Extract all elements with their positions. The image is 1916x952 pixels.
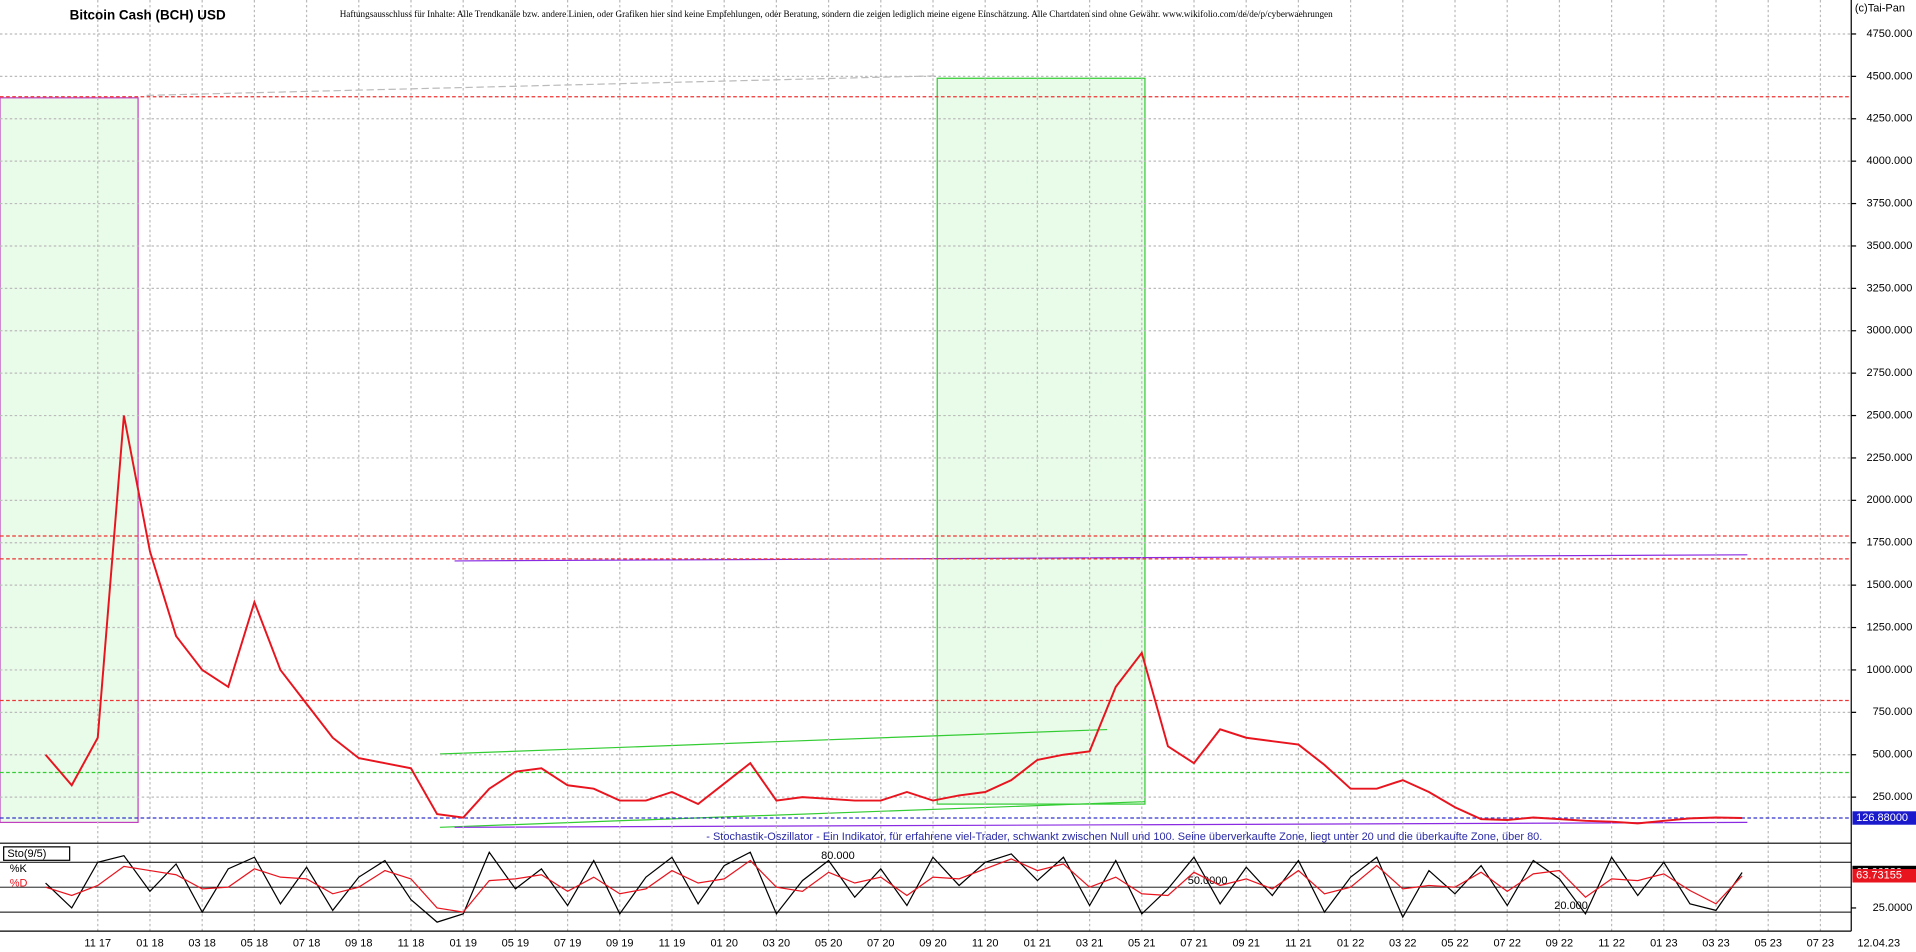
x-tick-label: 09 20 xyxy=(919,937,947,949)
copyright: (c)Tai-Pan xyxy=(1855,3,1905,15)
x-tick-label: 01 19 xyxy=(449,937,477,949)
y-tick-label: 3500.000 xyxy=(1867,240,1913,252)
x-tick-label: 07 19 xyxy=(554,937,582,949)
trend-line xyxy=(439,801,1145,828)
x-tick-label: 03 23 xyxy=(1702,937,1730,949)
x-tick-label: 01 22 xyxy=(1337,937,1365,949)
x-tick-label: 05 18 xyxy=(241,937,268,949)
y-tick-label: 4750.000 xyxy=(1867,28,1913,40)
y-tick-label: 500.000 xyxy=(1873,749,1913,761)
x-tick-label: 03 20 xyxy=(763,937,791,949)
x-tick-label: 03 22 xyxy=(1389,937,1417,949)
legend-label: %K xyxy=(10,863,28,875)
indicator-box xyxy=(3,846,71,861)
annotations xyxy=(0,0,1852,932)
indicator-title: Sto(9/5) xyxy=(7,848,46,860)
x-tick-label: 03 18 xyxy=(188,937,216,949)
level-label: 80.000 xyxy=(821,850,855,862)
y-tick-label: 1000.000 xyxy=(1867,664,1913,676)
trend-line xyxy=(454,554,1748,562)
value-box xyxy=(1852,869,1916,883)
x-tick-label: 11 18 xyxy=(398,937,425,949)
oscillator-description: - Stochastik-Oszillator - Ein Indikator,… xyxy=(706,831,1542,843)
x-tick-label: 01 21 xyxy=(1024,937,1052,949)
x-tick-label: 11 20 xyxy=(972,937,999,949)
trend-line xyxy=(454,821,1748,828)
x-tick-label: 11 22 xyxy=(1598,937,1625,949)
y-tick-label: 4250.000 xyxy=(1867,113,1913,125)
x-tick-label: 07 21 xyxy=(1180,937,1208,949)
y-tick-label: 1750.000 xyxy=(1867,537,1913,549)
y-tick-label: 1250.000 xyxy=(1867,621,1913,633)
x-tick-label: 09 22 xyxy=(1546,937,1574,949)
y-tick-label: 2000.000 xyxy=(1867,494,1913,506)
x-tick-label: 01 18 xyxy=(136,937,164,949)
x-tick-label: 07 18 xyxy=(293,937,321,949)
series-line xyxy=(44,415,1743,825)
x-tick-label: 01 23 xyxy=(1650,937,1678,949)
x-tick-label: 05 22 xyxy=(1441,937,1469,949)
last-date: 12.04.23 xyxy=(1857,937,1900,949)
value-label: 126.88000 xyxy=(1856,812,1908,824)
y-tick-label: 3250.000 xyxy=(1867,282,1913,294)
y-tick-label: 4000.000 xyxy=(1867,155,1913,167)
x-tick-label: 11 19 xyxy=(659,937,686,949)
value-box xyxy=(1852,811,1916,825)
x-tick-label: 05 20 xyxy=(815,937,843,949)
value-label: 63.73155 xyxy=(1856,870,1902,882)
x-tick-label: 07 20 xyxy=(867,937,895,949)
x-tick-label: 11 17 xyxy=(84,937,111,949)
y-tick-label: 1500.000 xyxy=(1867,579,1913,591)
x-tick-label: 11 21 xyxy=(1285,937,1312,949)
level-label: 20.000 xyxy=(1554,900,1588,912)
x-tick-label: 09 21 xyxy=(1232,937,1260,949)
highlight-box xyxy=(0,97,139,824)
chart-title: Bitcoin Cash (BCH) USD xyxy=(70,7,226,22)
x-tick-label: 03 21 xyxy=(1076,937,1104,949)
y-tick-label: 3750.000 xyxy=(1867,197,1913,209)
y-tick-label: 3000.000 xyxy=(1867,325,1913,337)
y-tick-label: 250.000 xyxy=(1873,791,1913,803)
y-tick-label: 2250.000 xyxy=(1867,452,1913,464)
x-tick-label: 05 19 xyxy=(502,937,530,949)
x-tick-label: 09 19 xyxy=(606,937,634,949)
disclaimer: Haftungsausschluss für Inhalte: Alle Tre… xyxy=(340,9,1333,19)
series-line xyxy=(45,858,1743,913)
y-tick-label: 2500.000 xyxy=(1867,409,1913,421)
y-tick-label: 750.000 xyxy=(1873,706,1913,718)
series-line xyxy=(45,850,1743,923)
highlight-box xyxy=(936,77,1146,805)
y-tick-label: 2750.000 xyxy=(1867,367,1913,379)
x-tick-label: 05 21 xyxy=(1128,937,1156,949)
trend-line xyxy=(439,728,1108,755)
y-tick-label: 4500.000 xyxy=(1867,70,1913,82)
legend-label: %D xyxy=(10,877,28,889)
x-tick-label: 05 23 xyxy=(1754,937,1782,949)
x-tick-label: 07 23 xyxy=(1807,937,1835,949)
x-tick-label: 09 18 xyxy=(345,937,373,949)
y-tick-label: 25.0000 xyxy=(1873,902,1913,914)
x-tick-label: 07 22 xyxy=(1493,937,1521,949)
x-tick-label: 01 20 xyxy=(710,937,738,949)
